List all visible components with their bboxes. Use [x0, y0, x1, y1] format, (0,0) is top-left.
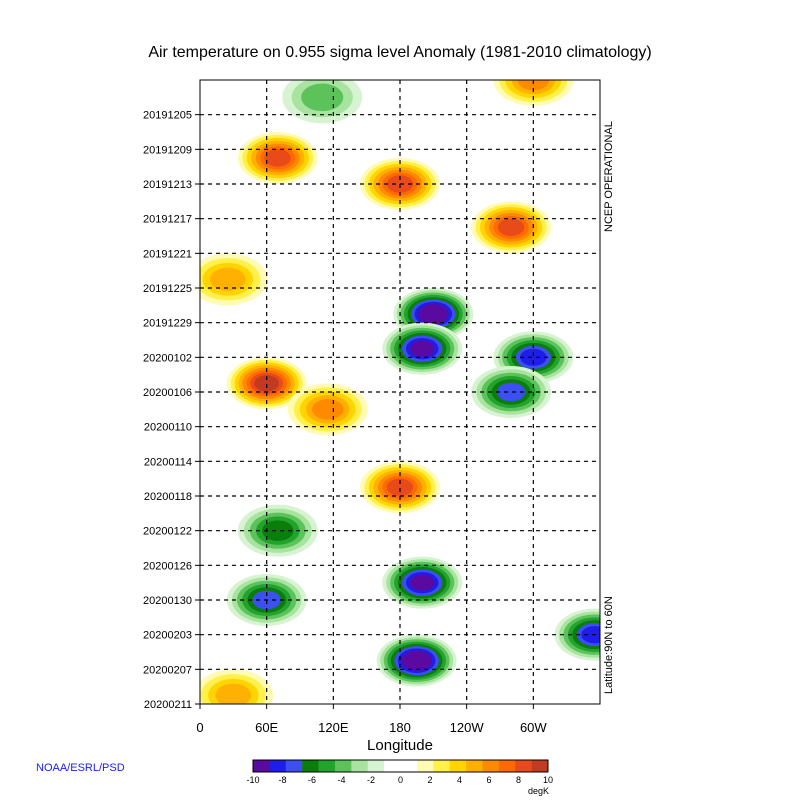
colorbar-frame: [252, 759, 549, 773]
heatmap-cell: [215, 683, 252, 704]
colorbar-tick-label: -4: [337, 775, 345, 785]
y-tick-label: 20191209: [143, 144, 192, 156]
colorbar-tick-label: -8: [278, 775, 286, 785]
colorbar-tick-label: -6: [308, 775, 316, 785]
colorbar-tick-label: 4: [457, 775, 462, 785]
heatmap-layer: [200, 80, 600, 704]
colorbar-unit-label: degK: [528, 786, 549, 796]
y-tick-label: 20200203: [143, 630, 192, 642]
heatmap-cell: [262, 520, 294, 541]
x-tick-label: 60E: [255, 720, 278, 735]
heatmap-cell: [404, 652, 429, 669]
y-tick-label: 20200126: [143, 560, 192, 572]
colorbar-swatch: [269, 760, 287, 772]
colorbar-tick-label: -2: [367, 775, 375, 785]
colorbar-tick-label: 8: [516, 775, 521, 785]
heatmap-cell: [517, 80, 550, 91]
heatmap-cell: [409, 340, 435, 357]
colorbar-swatch: [334, 760, 352, 772]
heatmap-cell: [496, 382, 526, 402]
colorbar-tick-label: 2: [427, 775, 432, 785]
y-tick-label: 20191217: [143, 214, 192, 226]
colorbar-swatch: [367, 760, 385, 772]
y-tick-label: 20200130: [143, 595, 192, 607]
x-tick-label: 60W: [520, 720, 547, 735]
heatmap-cell: [520, 348, 547, 366]
colorbar-tick-label: 0: [398, 775, 403, 785]
heatmap-cell: [301, 83, 344, 112]
y-tick-label: 20191221: [143, 248, 192, 260]
heatmap-cell: [386, 478, 414, 496]
colorbar-tick-label: 6: [486, 775, 491, 785]
colorbar-swatch: [482, 760, 500, 772]
x-axis-label: Longitude: [367, 737, 433, 754]
y-tick-label: 20191213: [143, 179, 192, 191]
colorbar-swatch: [400, 760, 418, 772]
x-tick-label: 120W: [450, 720, 485, 735]
x-tick-label: 0: [196, 720, 203, 735]
colorbar-tick-label: -10: [246, 775, 259, 785]
heatmap-cell: [581, 626, 600, 644]
y-tick-label: 20200110: [144, 422, 192, 434]
credit-label: NOAA/ESRL/PSD: [36, 762, 125, 774]
chart-title: Air temperature on 0.955 sigma level Ano…: [148, 44, 652, 61]
heatmap-cell: [209, 267, 246, 292]
colorbar-swatch: [285, 760, 303, 772]
colorbar-swatch: [351, 760, 369, 772]
colorbar-swatch: [416, 760, 434, 772]
colorbar-swatch: [384, 760, 401, 772]
y-tick-label: 20191229: [143, 318, 192, 330]
colorbar-swatch: [302, 760, 319, 772]
colorbar-swatch: [515, 760, 532, 772]
colorbar-swatch: [433, 760, 450, 772]
colorbar-tick-label: 10: [543, 775, 553, 785]
x-tick-label: 180: [389, 720, 411, 735]
colorbar-swatch: [318, 760, 336, 772]
heatmap-cell: [409, 574, 435, 591]
heatmap-cell: [254, 375, 279, 392]
y-tick-label: 20200106: [143, 387, 192, 399]
heatmap-cell: [497, 218, 525, 236]
y-tick-label: 20200211: [144, 699, 192, 711]
y-tick-label: 20200122: [143, 526, 192, 538]
latitude-label: Latitude:90N to 60N: [603, 596, 615, 694]
y-tick-label: 20200118: [144, 491, 192, 503]
colorbar-swatch: [531, 760, 549, 772]
y-tick-label: 20191225: [143, 283, 192, 295]
x-tick-label: 120E: [318, 720, 349, 735]
colorbar-swatch: [253, 760, 270, 772]
colorbar-swatch: [466, 760, 483, 772]
source-label: NCEP OPERATIONAL: [603, 121, 615, 232]
heatmap-cell: [312, 399, 344, 420]
colorbar-swatch: [498, 760, 516, 772]
heatmap-cell: [264, 149, 291, 167]
y-tick-label: 20200114: [144, 456, 192, 468]
colorbar-swatch: [449, 760, 467, 772]
y-tick-label: 20191205: [143, 110, 192, 122]
y-tick-label: 20200207: [143, 664, 192, 676]
heatmap-cell: [421, 306, 446, 322]
y-tick-label: 20200102: [143, 352, 192, 364]
